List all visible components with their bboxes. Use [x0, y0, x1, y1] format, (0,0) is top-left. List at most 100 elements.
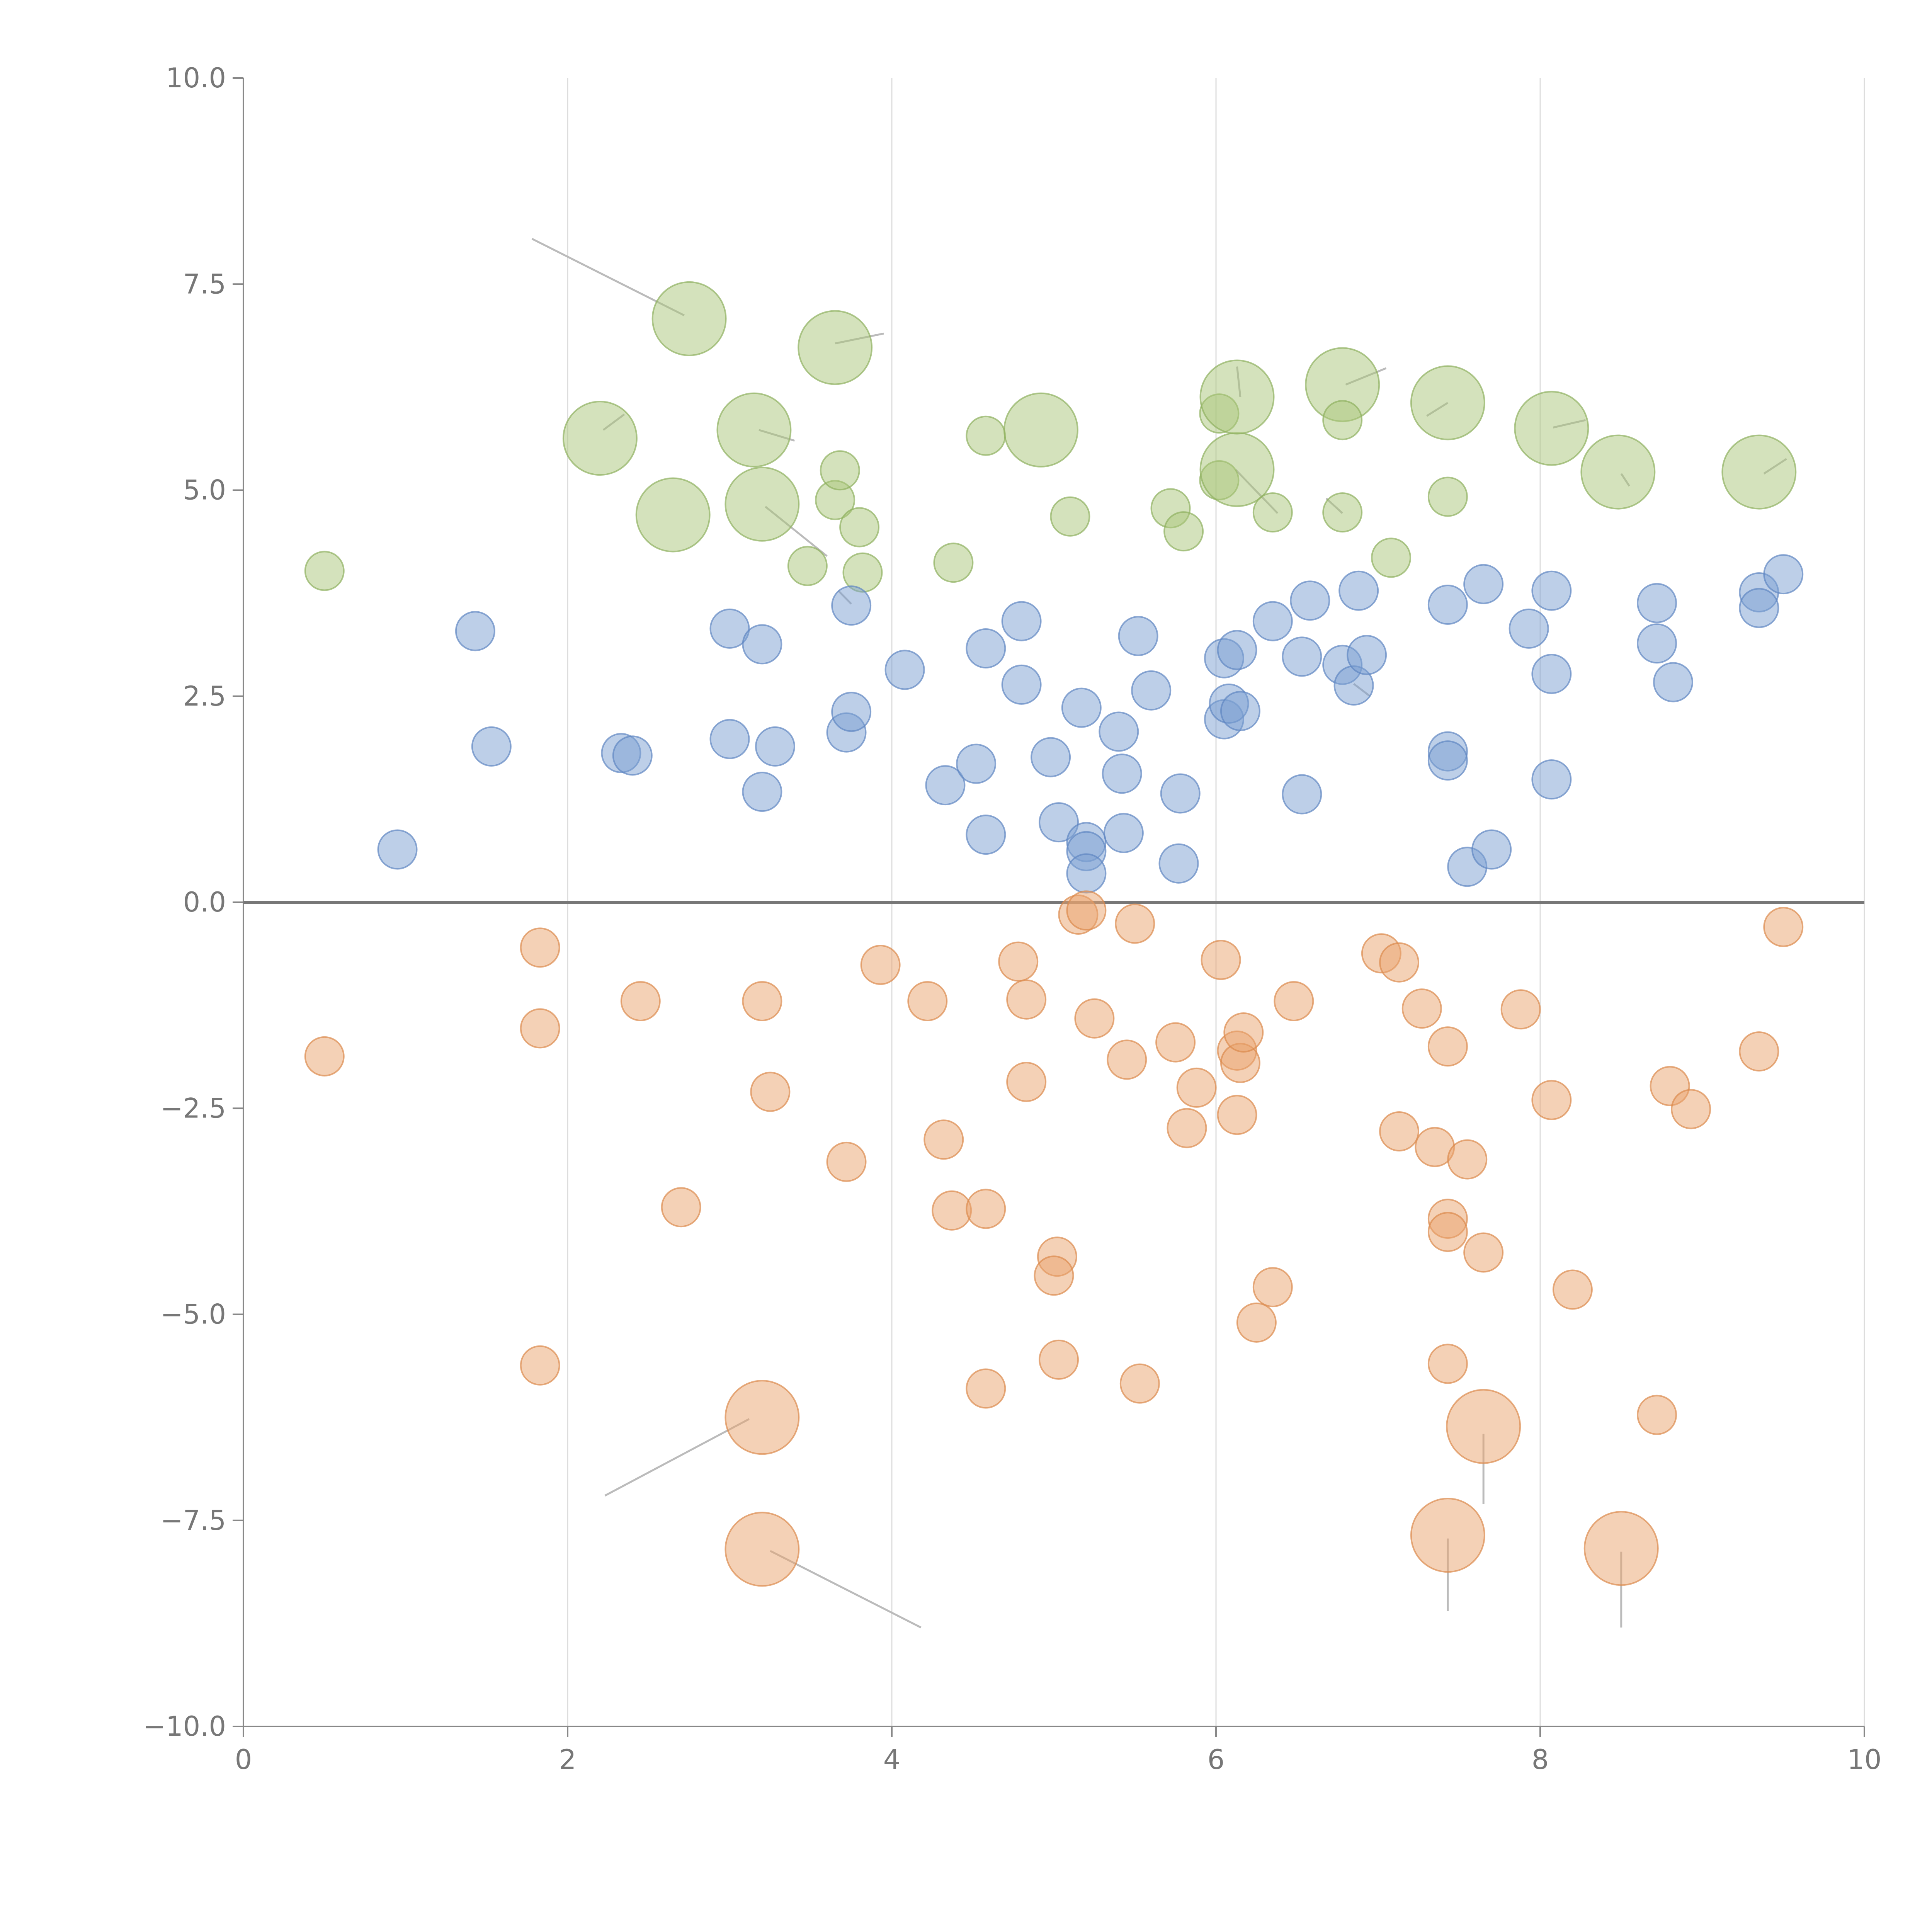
bubble-blue [1471, 829, 1512, 870]
x-tick-label: 8 [1532, 1744, 1549, 1776]
bubble-green [933, 543, 974, 583]
bubble-blue [1252, 601, 1293, 641]
bubble-green [1410, 365, 1485, 440]
y-tick-label: 2.5 [183, 680, 226, 712]
bubble-orange [1107, 1039, 1147, 1080]
y-tick-label: −5.0 [160, 1299, 226, 1330]
bubble-green [635, 477, 711, 553]
bubble-blue [1282, 774, 1322, 815]
bubble-orange [1252, 1267, 1293, 1308]
bubble-orange [1671, 1089, 1711, 1129]
bubble-orange [1379, 942, 1420, 983]
bubble-blue [742, 624, 782, 665]
bubble-orange [1401, 988, 1442, 1029]
bubble-orange [1531, 1080, 1572, 1120]
bubble-green [1050, 496, 1090, 537]
bubble-orange [742, 981, 782, 1021]
bubble-orange [1176, 1067, 1217, 1108]
bubble-orange [1447, 1139, 1488, 1180]
bubble-orange [520, 1008, 560, 1049]
bubble-blue [925, 765, 966, 806]
bubble-blue [1061, 687, 1102, 728]
x-tick-label: 2 [559, 1744, 577, 1776]
bubble-blue [966, 628, 1006, 669]
bubble-green [1322, 400, 1363, 440]
bubble-orange [1500, 989, 1541, 1030]
bubble-green [1721, 434, 1797, 510]
bubble-orange [1066, 890, 1107, 931]
series-blue [377, 554, 1804, 894]
bubble-orange [1167, 1108, 1207, 1148]
bubble-orange [1274, 981, 1314, 1021]
bubble-green [1514, 391, 1589, 466]
bubble-green [1371, 537, 1412, 578]
bubble-orange [923, 1119, 964, 1160]
bubble-blue [1220, 691, 1260, 731]
bubble-blue [956, 743, 997, 784]
bubble-blue [1653, 662, 1693, 702]
bubble-green [1322, 492, 1363, 533]
bubble-orange [1115, 903, 1155, 944]
bubble-orange [1427, 1026, 1468, 1067]
bubble-orange [860, 945, 901, 985]
bubble-orange [661, 1187, 701, 1228]
bubble-orange [724, 1512, 800, 1587]
bubble-orange [966, 1189, 1006, 1229]
bubble-blue [1531, 570, 1572, 611]
bubble-green [966, 415, 1006, 456]
bubble-orange [750, 1071, 791, 1112]
bubble-orange [998, 941, 1039, 982]
bubble-green [820, 450, 860, 491]
bubble-blue [884, 650, 925, 690]
bubble-blue [455, 611, 495, 651]
x-tick-label: 0 [235, 1744, 252, 1776]
bubble-blue [1031, 737, 1071, 777]
x-tick-label: 6 [1208, 1744, 1225, 1776]
bubble-orange [1463, 1232, 1504, 1273]
bubble-blue [1463, 564, 1504, 604]
bubble-blue [1103, 813, 1144, 853]
bubble-blue [1158, 843, 1199, 884]
bubble-blue [1066, 853, 1107, 894]
bubble-green [304, 551, 345, 591]
bubble-green [716, 392, 792, 468]
bubble-orange [1034, 1255, 1074, 1296]
bubble-blue [755, 726, 795, 767]
bubble-blue [1509, 608, 1549, 649]
y-tick-label: 7.5 [183, 268, 226, 300]
bubble-green [1163, 511, 1204, 552]
series-green [304, 281, 1797, 593]
bubble-blue [377, 829, 418, 870]
y-tick-label: 5.0 [183, 474, 226, 506]
bubble-blue [1427, 740, 1468, 781]
bubble-blue [831, 692, 872, 732]
y-tick-label: −2.5 [160, 1092, 226, 1124]
bubble-blue [1099, 711, 1139, 752]
bubble-blue [1102, 753, 1142, 794]
bubble-green [1427, 476, 1468, 517]
bubble-blue [1763, 554, 1804, 595]
bubble-blue [1739, 588, 1779, 628]
bubble-green [651, 281, 727, 356]
bubble-orange [1739, 1031, 1779, 1072]
bubble-orange [1006, 1061, 1047, 1102]
bubble-orange [1379, 1111, 1420, 1151]
bubble-blue [1217, 630, 1257, 670]
bubble-orange [1201, 940, 1241, 980]
bubble-green [562, 401, 638, 476]
bubble-blue [612, 735, 653, 776]
data-points [304, 281, 1804, 1587]
bubble-blue [1290, 580, 1330, 621]
bubble-blue [709, 608, 750, 649]
bubble-green [798, 310, 873, 385]
bubble-orange [1410, 1498, 1485, 1573]
y-tick-label: 10.0 [166, 62, 226, 94]
bubble-orange [1427, 1344, 1468, 1384]
bubble-green [839, 507, 880, 548]
bubble-green [1252, 492, 1293, 533]
bubble-orange [520, 927, 560, 968]
bubble-orange [1119, 1363, 1160, 1404]
bubble-green [1003, 392, 1078, 468]
bubble-orange [1446, 1389, 1521, 1464]
